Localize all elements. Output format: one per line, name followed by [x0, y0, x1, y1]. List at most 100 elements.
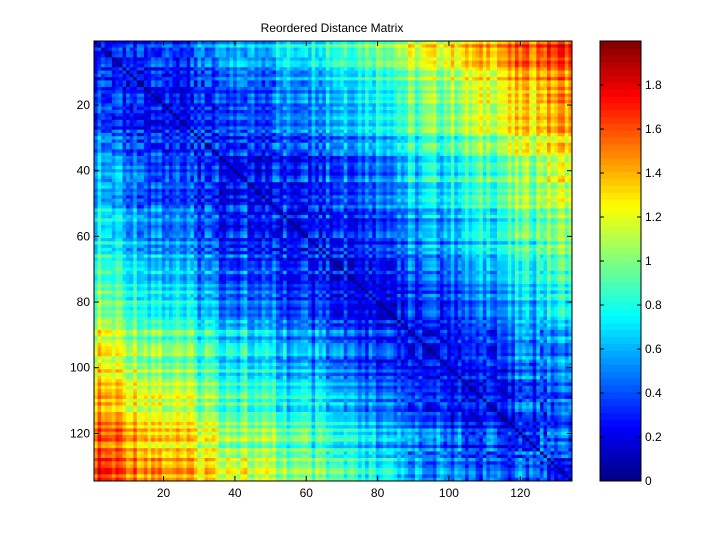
heatmap-cell	[204, 155, 209, 160]
heatmap-cell	[425, 129, 430, 134]
heatmap-cell	[193, 67, 198, 71]
heatmap-cell	[461, 73, 466, 78]
heatmap-cell	[375, 119, 380, 124]
heatmap-cell	[472, 109, 477, 114]
heatmap-cell	[97, 132, 102, 137]
heatmap-cell	[500, 126, 505, 131]
heatmap-cell	[318, 70, 323, 75]
heatmap-cell	[564, 155, 569, 160]
heatmap-cell	[382, 50, 387, 55]
heatmap-cell	[454, 159, 459, 163]
heatmap-cell	[104, 93, 109, 98]
heatmap-cell	[379, 80, 384, 85]
heatmap-cell	[518, 86, 523, 91]
heatmap-cell	[400, 90, 405, 94]
heatmap-cell	[308, 106, 312, 111]
heatmap-cell	[172, 152, 177, 157]
heatmap-cell	[486, 149, 491, 154]
heatmap-cell	[222, 159, 227, 163]
heatmap-cell	[432, 132, 437, 137]
heatmap-cell	[165, 132, 170, 137]
heatmap-cell	[336, 70, 341, 75]
heatmap-cell	[201, 152, 205, 157]
heatmap-cell	[550, 86, 555, 91]
heatmap-cell	[386, 149, 391, 154]
heatmap-cell	[229, 47, 234, 52]
heatmap-cell	[172, 50, 177, 55]
heatmap-cell	[211, 136, 216, 140]
heatmap-cell	[304, 77, 309, 81]
heatmap-cell	[443, 109, 448, 114]
heatmap-cell	[493, 41, 498, 45]
heatmap-cell	[365, 139, 370, 144]
heatmap-cell	[525, 86, 530, 91]
heatmap-cell	[354, 155, 359, 160]
heatmap-cell	[176, 109, 181, 114]
heatmap-cell	[190, 96, 195, 101]
heatmap-cell	[118, 63, 123, 68]
heatmap-cell	[290, 132, 295, 137]
heatmap-cell	[343, 41, 348, 45]
heatmap-cell	[468, 63, 473, 68]
heatmap-cell	[97, 106, 102, 111]
heatmap-cell	[140, 103, 145, 108]
heatmap-cell	[151, 146, 156, 150]
heatmap-cell	[432, 155, 437, 160]
heatmap-cell	[429, 47, 434, 52]
heatmap-cell	[201, 77, 205, 81]
heatmap-cell	[329, 136, 334, 140]
heatmap-cell	[407, 113, 412, 117]
heatmap-cell	[211, 103, 216, 108]
heatmap-cell	[450, 136, 455, 140]
heatmap-cell	[168, 116, 173, 121]
heatmap-cell	[265, 119, 270, 124]
heatmap-cell	[525, 54, 530, 58]
heatmap-cell	[500, 129, 505, 134]
heatmap-cell	[293, 109, 298, 114]
heatmap-cell	[475, 70, 480, 75]
heatmap-cell	[179, 57, 184, 62]
heatmap-cell	[447, 63, 452, 68]
heatmap-cell	[165, 139, 170, 144]
heatmap-cell	[564, 100, 569, 104]
heatmap-cell	[411, 83, 416, 88]
heatmap-cell	[193, 113, 198, 117]
heatmap-cell	[308, 142, 312, 147]
heatmap-cell	[201, 100, 205, 104]
heatmap-cell	[165, 83, 170, 88]
heatmap-cell	[218, 129, 223, 134]
heatmap-cell	[311, 129, 316, 134]
heatmap-cell	[333, 132, 337, 137]
heatmap-cell	[115, 50, 120, 55]
heatmap-cell	[126, 149, 131, 154]
heatmap-cell	[104, 149, 109, 154]
heatmap-cell	[118, 116, 123, 121]
heatmap-cell	[325, 60, 330, 65]
heatmap-cell	[318, 139, 323, 144]
heatmap-cell	[186, 106, 191, 111]
heatmap-cell	[357, 50, 362, 55]
heatmap-cell	[300, 50, 305, 55]
heatmap-cell	[243, 126, 248, 131]
heatmap-cell	[254, 119, 259, 124]
heatmap-cell	[293, 146, 298, 150]
heatmap-cell	[247, 132, 252, 137]
heatmap-cell	[404, 100, 409, 104]
heatmap-cell	[372, 123, 377, 127]
heatmap-cell	[411, 139, 416, 144]
heatmap-cell	[522, 106, 527, 111]
heatmap-cell	[539, 109, 544, 114]
heatmap-cell	[129, 86, 134, 91]
heatmap-cell	[382, 132, 387, 137]
heatmap-cell	[550, 63, 555, 68]
heatmap-cell	[325, 70, 330, 75]
heatmap-cell	[461, 44, 466, 48]
heatmap-cell	[415, 77, 420, 81]
heatmap-cell	[568, 44, 573, 48]
heatmap-cell	[418, 100, 423, 104]
heatmap-cell	[400, 119, 405, 124]
heatmap-cell	[343, 139, 348, 144]
heatmap-cell	[479, 146, 484, 150]
heatmap-cell	[286, 80, 291, 85]
heatmap-cell	[172, 113, 177, 117]
